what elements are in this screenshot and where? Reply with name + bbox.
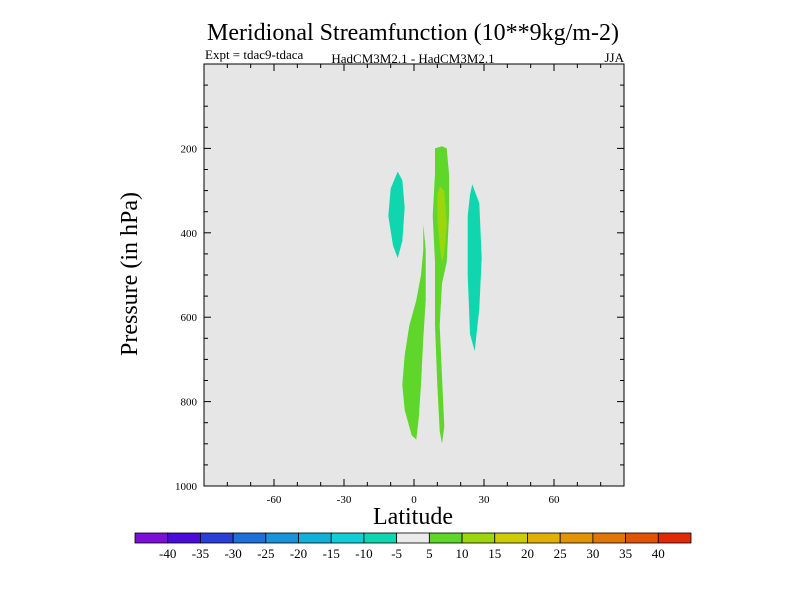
colorbar-label: 40 xyxy=(652,546,665,561)
chart-subtitle-center: HadCM3M2.1 - HadCM3M2.1 xyxy=(331,51,494,66)
colorbar-swatch xyxy=(396,532,430,544)
y-axis-label: Pressure (in hPa) xyxy=(117,192,143,356)
x-tick-label: 30 xyxy=(479,494,491,506)
contour-region-4 xyxy=(467,184,482,351)
colorbar-swatch xyxy=(559,532,594,544)
colorbar-label: 30 xyxy=(586,546,599,561)
colorbar-swatch xyxy=(494,532,528,544)
colorbar-swatch xyxy=(134,532,169,544)
colorbar-swatch xyxy=(625,532,659,544)
y-tick-label: 200 xyxy=(181,143,198,155)
colorbar-label: -40 xyxy=(159,546,176,561)
colorbar-swatch xyxy=(200,532,234,544)
colorbar-label: 25 xyxy=(554,546,567,561)
colorbar-swatch xyxy=(363,532,398,544)
colorbar-swatch xyxy=(527,532,561,544)
colorbar-label: -10 xyxy=(355,546,372,561)
colorbar-label: 35 xyxy=(619,546,632,561)
y-tick-label: 800 xyxy=(181,397,198,409)
colorbar-swatch xyxy=(461,532,496,544)
colorbar-label: 10 xyxy=(456,546,469,561)
x-tick-label: 60 xyxy=(549,494,561,506)
colorbar-label: 20 xyxy=(521,546,534,561)
colorbar-label: -20 xyxy=(290,546,307,561)
colorbar-swatch xyxy=(592,532,626,544)
colorbar-swatch xyxy=(657,532,692,544)
chart-subtitle-left: Expt = tdac9-tdaca xyxy=(205,47,304,62)
colorbar: -40 -35 -30 -25 -20 -15 -10 -5 5 10 15 20 25 30 35 40 xyxy=(134,532,692,561)
colorbar-swatch xyxy=(428,532,463,544)
y-axis: 200 400 600 800 1000 xyxy=(175,84,624,493)
contour-region-3 xyxy=(402,224,426,440)
colorbar-swatch xyxy=(298,532,332,544)
y-tick-label: 400 xyxy=(181,228,198,240)
colorbar-label: -15 xyxy=(323,546,340,561)
colorbar-label: -5 xyxy=(391,546,402,561)
y-tick-label: 1000 xyxy=(175,481,198,493)
colorbar-label: -35 xyxy=(192,546,209,561)
plot-area xyxy=(203,63,625,487)
colorbar-swatch xyxy=(330,532,365,544)
x-axis: -60 -30 0 30 60 xyxy=(226,64,602,506)
contour-region-2 xyxy=(437,186,447,263)
colorbar-label: 5 xyxy=(426,546,433,561)
chart-title: Meridional Streamfunction (10**9kg/m-2) xyxy=(207,20,619,46)
colorbar-label: -25 xyxy=(257,546,274,561)
x-tick-label: -30 xyxy=(337,494,352,506)
colorbar-label: 15 xyxy=(488,546,501,561)
x-axis-label: Latitude xyxy=(373,504,453,530)
colorbar-swatch xyxy=(167,532,201,544)
x-tick-label: 0 xyxy=(411,494,417,506)
y-tick-label: 600 xyxy=(181,312,198,324)
colorbar-swatch xyxy=(232,532,267,544)
chart-subtitle-right: JJA xyxy=(604,50,624,65)
contour-region-0 xyxy=(388,171,405,259)
colorbar-label: -30 xyxy=(224,546,241,561)
x-tick-label: -60 xyxy=(267,494,282,506)
colorbar-swatch xyxy=(265,532,299,544)
